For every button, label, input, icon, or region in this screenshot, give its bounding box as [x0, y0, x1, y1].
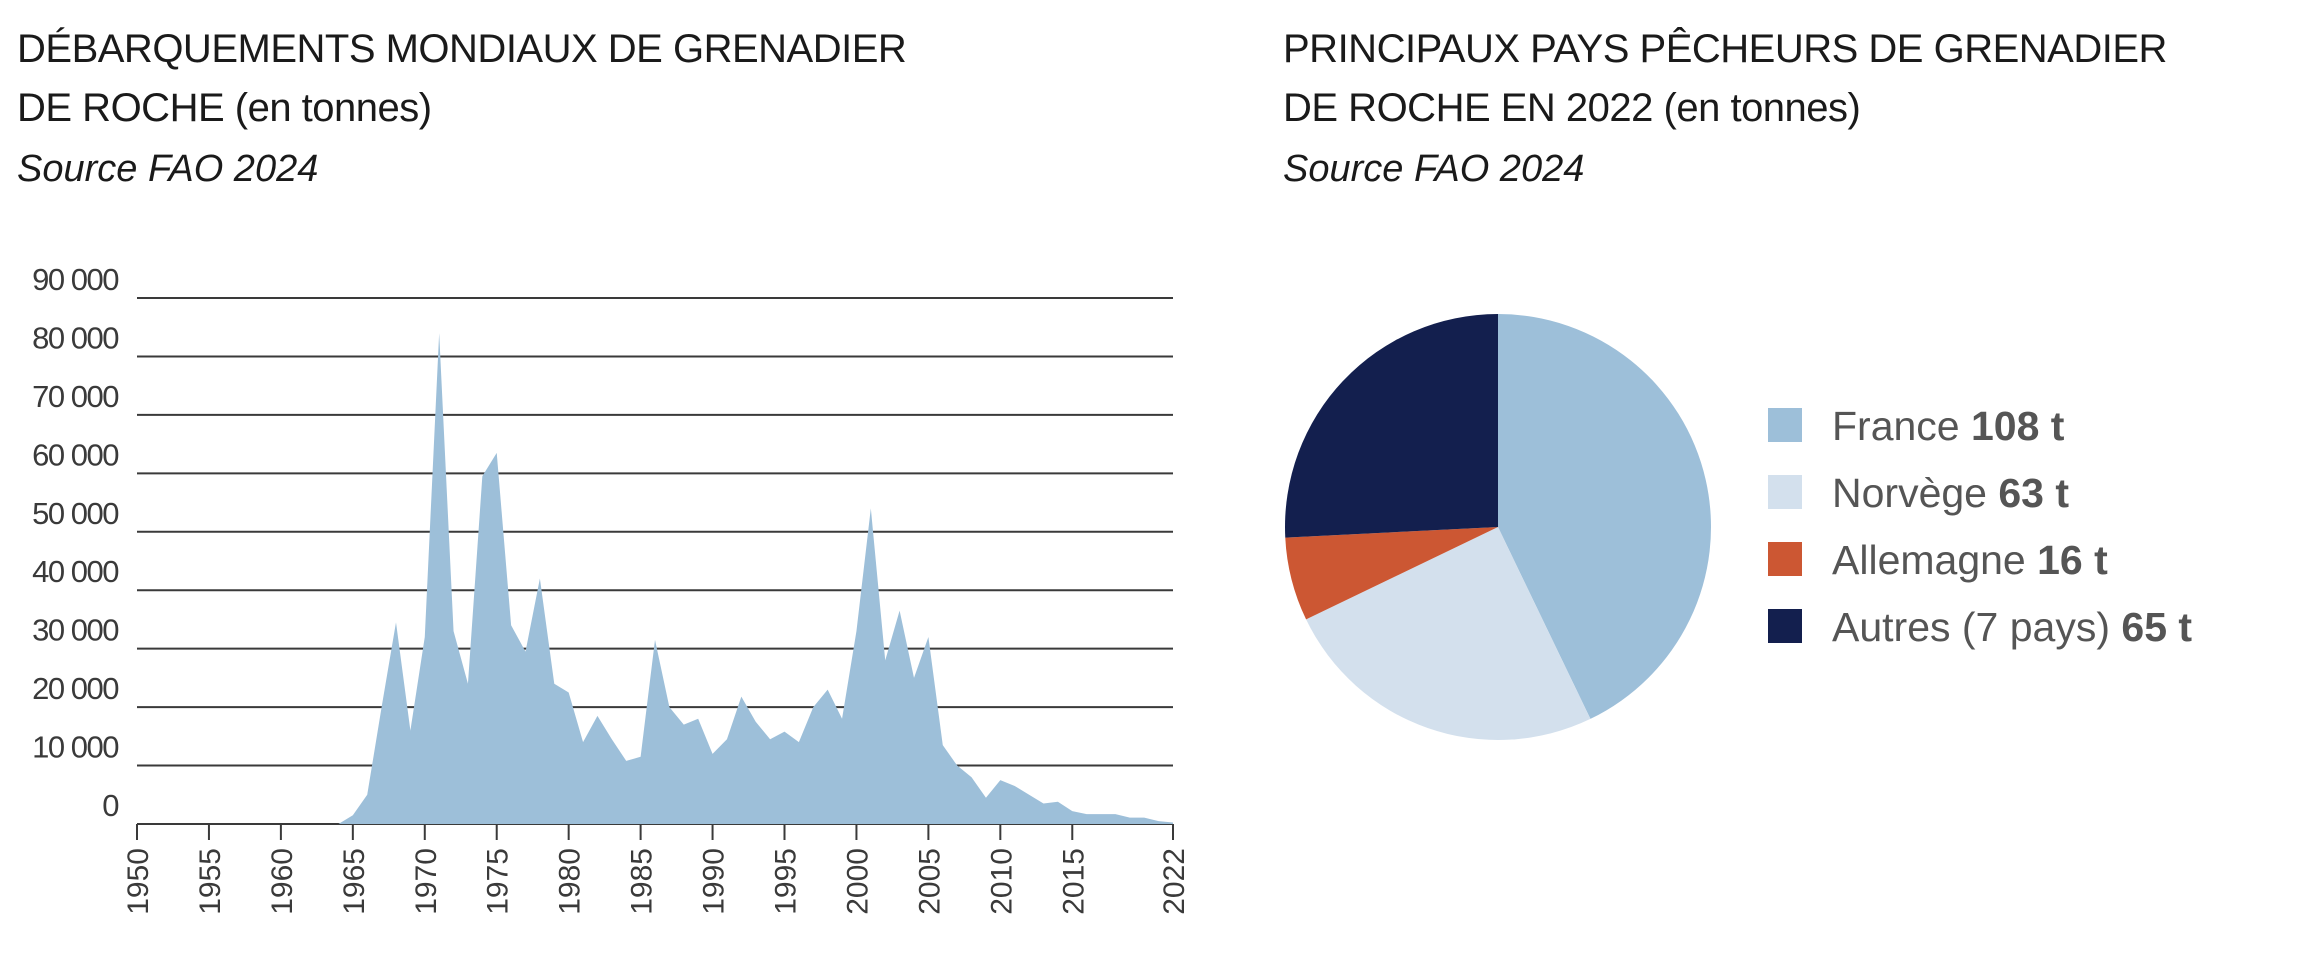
x-tick-label: 2005	[913, 848, 946, 915]
pie-chart-title: PRINCIPAUX PAYS PÊCHEURS DE GRENADIER	[1283, 26, 2167, 71]
legend-value: 65 t	[2121, 604, 2192, 650]
x-tick-label: 2000	[841, 848, 874, 915]
y-tick-label: 20 000	[32, 671, 119, 706]
pie-chart-source: Source FAO 2024	[1283, 148, 1584, 190]
legend-swatch	[1768, 609, 1802, 643]
legend-item: Allemagne 16 t	[1832, 537, 2108, 583]
legend-swatch	[1768, 475, 1802, 509]
x-tick-label: 1955	[194, 848, 227, 915]
y-axis-ticks: 0 10 000 20 000 30 000 40 000 50 000 60 000 70 …	[32, 262, 121, 823]
area-chart-title: DÉBARQUEMENTS MONDIAUX DE GRENADIER	[17, 26, 906, 71]
pie-chart	[1285, 314, 1711, 740]
legend-label: Norvège	[1832, 470, 1998, 516]
legend-label: Autres (7 pays)	[1832, 604, 2121, 650]
legend-swatch	[1768, 408, 1802, 442]
y-tick-label: 90 000	[32, 262, 119, 297]
x-tick-label: 1960	[266, 848, 299, 915]
y-tick-label: 50 000	[32, 496, 119, 531]
area-series	[137, 333, 1173, 824]
y-tick-label: 10 000	[32, 730, 119, 765]
x-tick-label: 1970	[410, 848, 443, 915]
pie-chart-title-line2: DE ROCHE EN 2022 (en tonnes)	[1283, 86, 1860, 130]
legend-value: 108 t	[1971, 403, 2065, 449]
x-tick-label: 2015	[1057, 848, 1090, 915]
y-tick-label: 40 000	[32, 554, 119, 589]
x-tick-label: 1950	[122, 848, 155, 915]
legend-swatch	[1768, 542, 1802, 576]
x-tick-label: 2010	[985, 848, 1018, 915]
legend-item: France 108 t	[1832, 403, 2065, 449]
x-tick-label: 1995	[770, 848, 803, 915]
legend-value: 16 t	[2037, 537, 2108, 583]
pie-slice	[1285, 527, 1498, 620]
x-axis-ticks: 1950 1955 1960 1965 1970 1975 1980 1985 1990 1995…	[122, 824, 1191, 915]
pie-legend: France 108 t Norvège 63 t Allemagne 16 t Au…	[1768, 403, 2192, 650]
legend-label: France	[1832, 403, 1971, 449]
pie-slice	[1498, 314, 1711, 719]
legend-value: 63 t	[1998, 470, 2069, 516]
x-tick-label: 1965	[338, 848, 371, 915]
x-tick-label: 1980	[554, 848, 587, 915]
x-tick-label: 2022	[1158, 848, 1191, 915]
x-tick-label: 1985	[626, 848, 659, 915]
y-tick-label: 70 000	[32, 379, 119, 414]
x-tick-label: 1990	[698, 848, 731, 915]
legend-item: Norvège 63 t	[1832, 470, 2069, 516]
y-tick-label: 0	[102, 788, 119, 823]
y-tick-label: 80 000	[32, 320, 119, 355]
area-chart: 0 10 000 20 000 30 000 40 000 50 000 60 000 70 …	[32, 262, 1191, 915]
legend-label: Allemagne	[1832, 537, 2037, 583]
y-tick-label: 60 000	[32, 437, 119, 472]
y-tick-label: 30 000	[32, 613, 119, 648]
area-chart-title-line2: DE ROCHE (en tonnes)	[17, 86, 432, 130]
pie-slice	[1285, 314, 1498, 538]
pie-slice	[1306, 527, 1591, 740]
x-tick-label: 1975	[482, 848, 515, 915]
legend-item: Autres (7 pays) 65 t	[1832, 604, 2192, 650]
area-chart-source: Source FAO 2024	[17, 148, 318, 190]
